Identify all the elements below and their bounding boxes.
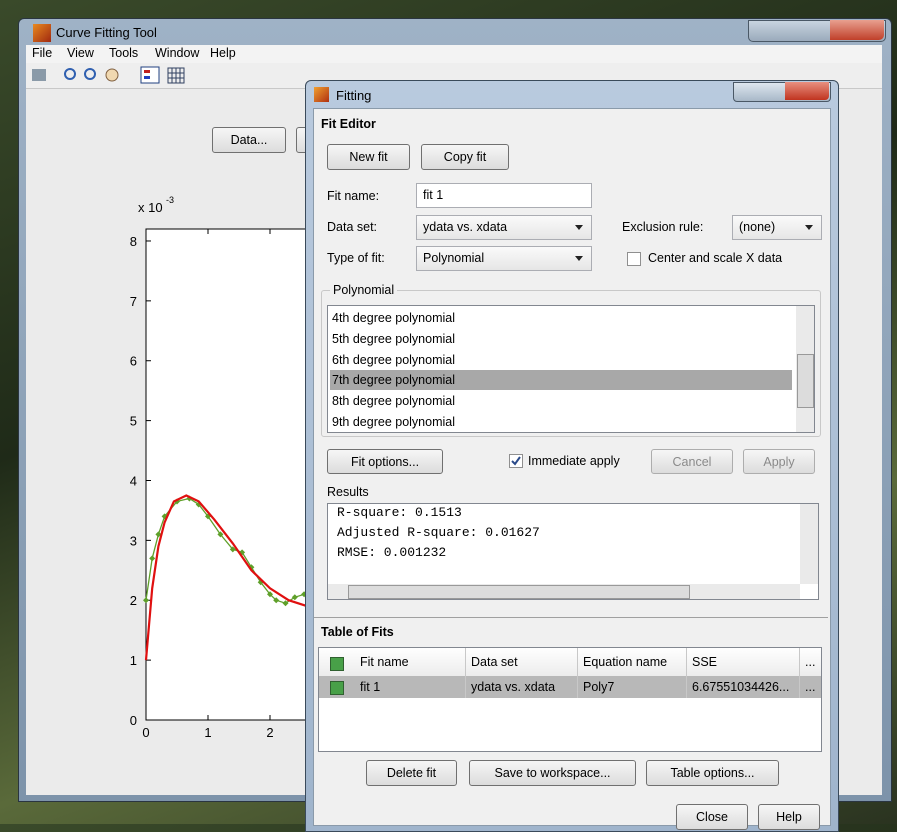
y-tick-label: 3 (130, 533, 137, 548)
table-cell: 6.67551034426... (687, 676, 800, 698)
field-label: Type of fit: (327, 251, 385, 265)
y-tick-label: 7 (130, 294, 137, 309)
scrollbar[interactable] (800, 504, 818, 584)
result-line: Adjusted R-square: 0.01627 (337, 525, 540, 540)
x-tick-label: 2 (266, 725, 273, 740)
cancel-button[interactable]: Cancel (651, 449, 733, 474)
fit-options-button[interactable]: Fit options... (327, 449, 443, 474)
data-point (155, 531, 162, 538)
data-point (143, 597, 149, 604)
close-button[interactable] (830, 20, 884, 40)
data-point (282, 600, 289, 607)
y-tick-label: 1 (130, 653, 137, 668)
list-box[interactable]: 4th degree polynomial 5th degree polynomi… (327, 305, 815, 433)
field-label: Exclusion rule: (622, 220, 704, 234)
list-item[interactable]: 9th degree polynomial (332, 415, 455, 429)
table-header-cell[interactable]: Fit name (355, 648, 466, 676)
table-cell: ... (805, 680, 816, 694)
y-tick-label: 2 (130, 593, 137, 608)
menu-item[interactable]: View (67, 46, 94, 60)
list-item[interactable]: 7th degree polynomial (330, 370, 792, 391)
list-item[interactable]: 4th degree polynomial (332, 311, 455, 325)
menu-item[interactable]: File (32, 46, 53, 60)
y-tick-label: 0 (130, 713, 137, 728)
y-multiplier: x 10 (138, 200, 163, 215)
group-label: Polynomial (330, 283, 398, 297)
data-point (267, 591, 273, 598)
table-header-cell[interactable]: Equation name (578, 648, 687, 676)
status-icon (330, 681, 344, 695)
apply-button[interactable]: Apply (743, 449, 815, 474)
table-cell: fit 1 (355, 676, 466, 698)
data-button[interactable]: Data... (212, 127, 286, 153)
result-line: RMSE: 0.001232 (337, 545, 447, 560)
delete-fit-button[interactable]: Delete fit (366, 760, 457, 786)
y-exponent: -3 (166, 195, 174, 205)
data-point (217, 531, 224, 538)
list-item[interactable]: 5th degree polynomial (332, 331, 455, 346)
toolbar-icons[interactable] (26, 63, 226, 88)
status-icon (330, 657, 344, 671)
help-button[interactable]: Help (758, 804, 820, 830)
table-cell: ydata vs. xdata (466, 676, 578, 698)
table-header-cell[interactable]: Data set (466, 648, 578, 676)
table-header-cell[interactable]: ... (805, 655, 816, 669)
dialog-title: Fitting (336, 88, 372, 103)
field-label: Fit name: (327, 189, 380, 203)
results-label: Results (327, 485, 369, 499)
checkbox-label: Immediate apply (528, 454, 620, 468)
y-tick-label: 5 (130, 414, 137, 429)
fit-name-input[interactable]: fit 1 (416, 183, 592, 208)
y-tick-label: 8 (130, 234, 137, 249)
window-title: Curve Fitting Tool (56, 25, 157, 40)
series-line (144, 494, 314, 661)
scrollbar[interactable] (796, 306, 814, 432)
checkbox-label: Center and scale X data (648, 251, 783, 265)
list-item[interactable]: 8th degree polynomial (332, 394, 455, 409)
close-dialog-button[interactable]: Close (676, 804, 748, 830)
table-row[interactable] (319, 676, 821, 698)
type-select[interactable]: Polynomial (416, 246, 592, 271)
table-cell: Poly7 (578, 676, 687, 698)
table-options-button[interactable]: Table options... (646, 760, 779, 786)
section-title: Table of Fits (321, 625, 394, 639)
results-box (327, 503, 819, 600)
dialog-icon (314, 87, 329, 102)
checkbox-checked[interactable] (509, 454, 523, 468)
field-label: Data set: (327, 220, 378, 234)
data-point (291, 594, 298, 601)
checkbox[interactable] (627, 252, 641, 266)
y-tick-label: 6 (130, 354, 137, 369)
new-fit-button[interactable]: New fit (327, 144, 410, 170)
exclusion-select[interactable]: (none) (732, 215, 822, 240)
data-point (149, 555, 156, 562)
menu-item[interactable]: Tools (109, 46, 139, 60)
table-header-cell[interactable]: SSE (687, 648, 800, 676)
dialog-close[interactable] (785, 82, 829, 100)
data-set-select[interactable]: ydata vs. xdata (416, 215, 592, 240)
menu-item[interactable]: Window (155, 46, 200, 60)
group-frame (321, 290, 821, 437)
y-tick-label: 4 (130, 473, 137, 488)
x-tick-label: 1 (204, 725, 211, 740)
data-point (273, 597, 280, 604)
scrollbar[interactable] (328, 584, 800, 599)
copy-fit-button[interactable]: Copy fit (421, 144, 509, 170)
result-line: R-square: 0.1513 (337, 505, 462, 520)
section-title: Fit Editor (321, 117, 376, 131)
list-item[interactable]: 6th degree polynomial (332, 352, 455, 367)
x-tick-label: 0 (142, 725, 149, 740)
divider (314, 617, 828, 618)
menu-bar (26, 45, 882, 63)
app-icon (33, 24, 51, 42)
menu-item[interactable]: Help (210, 46, 236, 60)
data-point (229, 546, 236, 553)
save-button[interactable]: Save to workspace... (469, 760, 636, 786)
